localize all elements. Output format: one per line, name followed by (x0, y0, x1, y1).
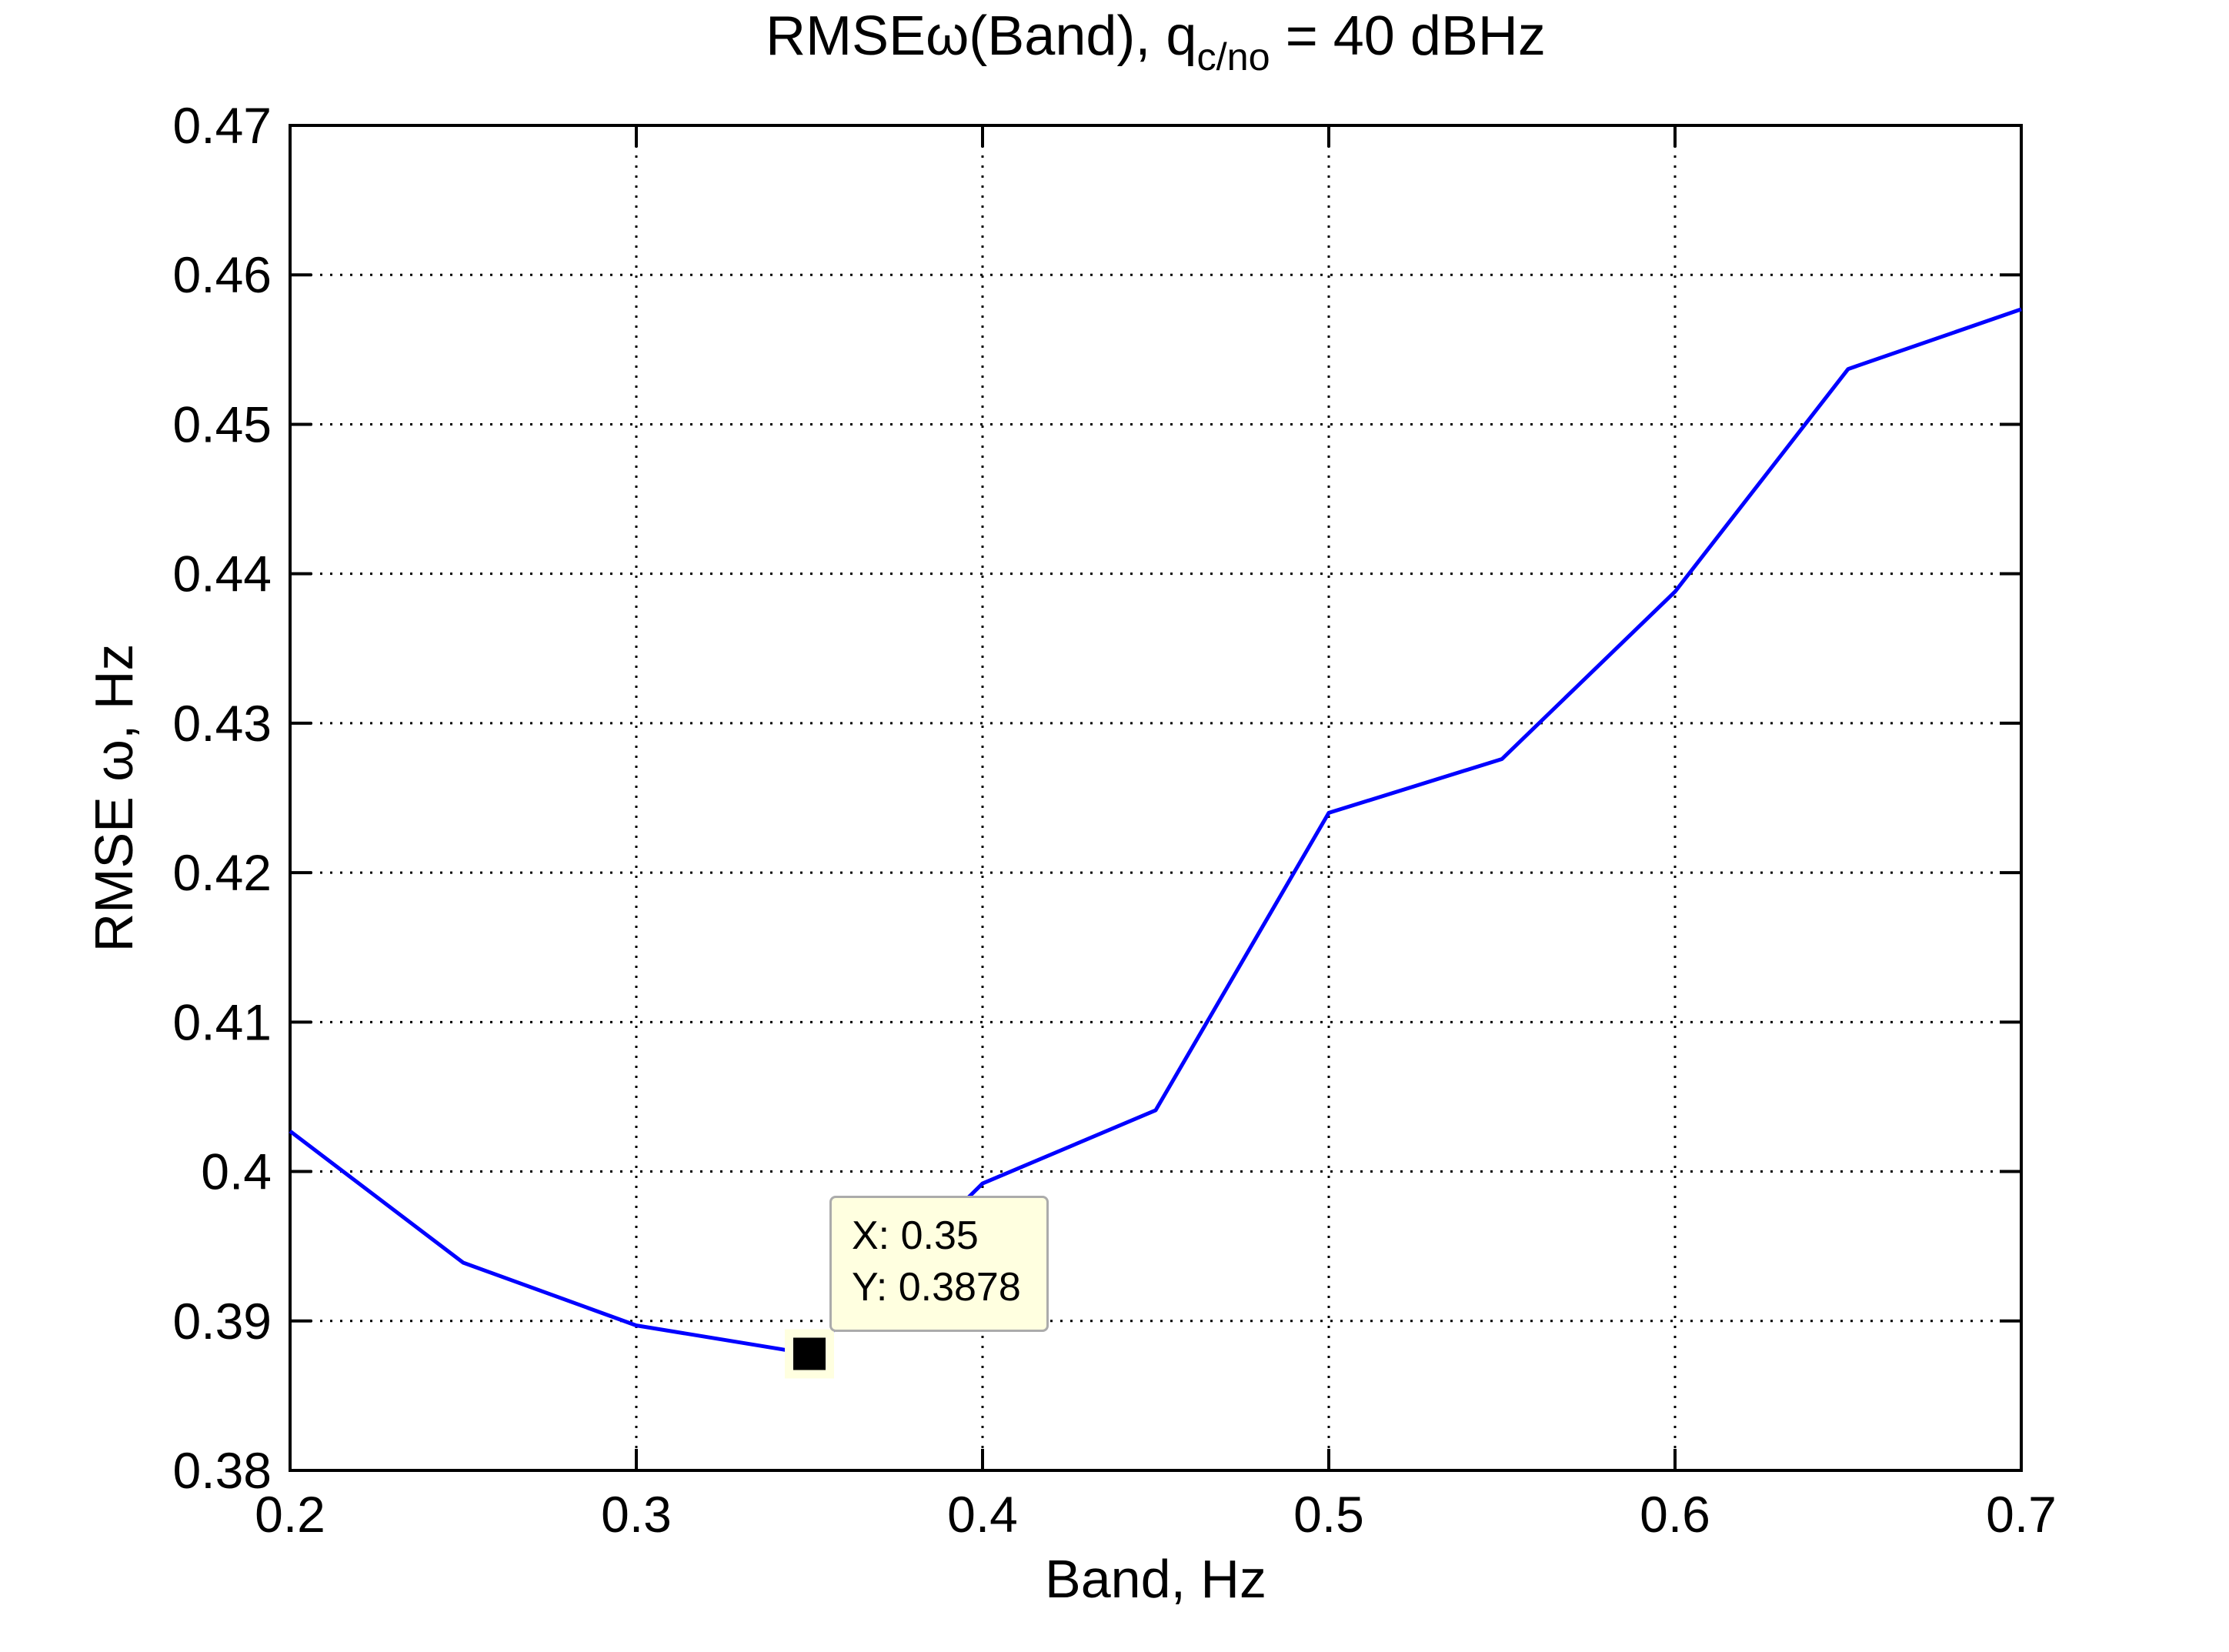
chart-title: RMSEω(Band), qc/no = 40 dBHz (766, 5, 1546, 79)
y-tick-label: 0.46 (173, 246, 272, 303)
x-tick-label: 0.6 (1640, 1486, 1710, 1543)
y-tick-label: 0.4 (201, 1143, 272, 1200)
x-tick-label: 0.7 (1986, 1486, 2057, 1543)
x-axis-label: Band, Hz (1045, 1549, 1266, 1609)
x-tick-label: 0.4 (947, 1486, 1018, 1543)
y-tick-label: 0.39 (173, 1293, 272, 1350)
chart-title-subscript: c/no (1196, 35, 1270, 79)
y-tick-label: 0.38 (173, 1442, 272, 1499)
x-tick-label: 0.3 (601, 1486, 672, 1543)
chart-title-main: RMSEω(Band), q (766, 5, 1197, 67)
data-line (289, 307, 2022, 1357)
y-tick-label: 0.45 (173, 395, 272, 452)
y-tick-label: 0.43 (173, 695, 272, 752)
y-tick-label: 0.44 (173, 546, 272, 602)
datatip-x-value: X: 0.35 (852, 1213, 979, 1258)
x-tick-label: 0.5 (1293, 1486, 1364, 1543)
datatip-y-value: Y: 0.3878 (852, 1265, 1021, 1310)
y-tick-label: 0.47 (173, 97, 272, 154)
datatip-marker[interactable] (793, 1337, 826, 1370)
y-tick-label: 0.42 (173, 844, 272, 901)
datatip[interactable]: X: 0.35 Y: 0.3878 (829, 1195, 1049, 1332)
y-tick-label: 0.41 (173, 993, 272, 1050)
y-axis-label: RMSE ω, Hz (84, 643, 144, 953)
axis-box (289, 124, 2023, 1472)
chart-title-suffix: = 40 dBHz (1270, 5, 1546, 67)
x-tick-label: 0.2 (255, 1486, 325, 1543)
